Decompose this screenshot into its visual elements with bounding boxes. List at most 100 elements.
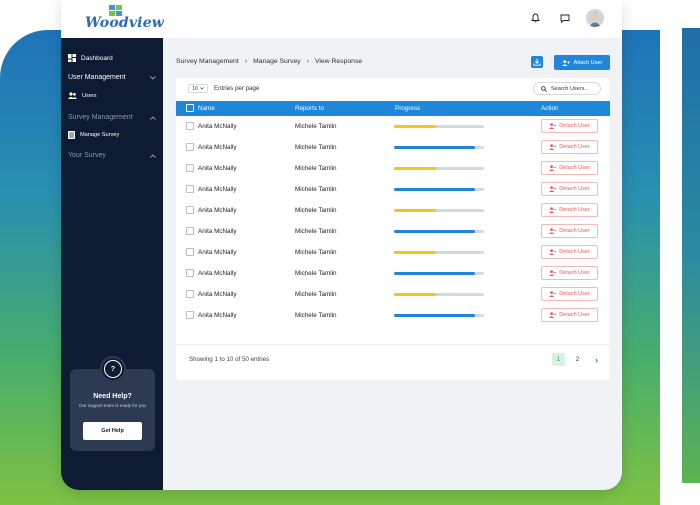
- progress-bar: [394, 167, 484, 170]
- header-progress[interactable]: Progress: [395, 105, 421, 112]
- attach-user-button[interactable]: Attach User: [554, 55, 610, 70]
- sidebar-item-label: Dashboard: [81, 54, 113, 62]
- detach-user-button[interactable]: Detach User: [541, 266, 598, 280]
- row-checkbox[interactable]: [186, 269, 194, 277]
- breadcrumb-separator-icon: ›: [306, 58, 310, 65]
- breadcrumb-separator-icon: ›: [244, 58, 248, 65]
- remove-user-icon: [549, 165, 557, 171]
- page-button-2[interactable]: 2: [575, 356, 580, 363]
- entries-value: 10: [192, 85, 198, 92]
- user-avatar[interactable]: [586, 9, 604, 27]
- remove-user-icon: [549, 207, 557, 213]
- cell-name: Anita McNally: [198, 228, 237, 235]
- progress-bar: [394, 125, 484, 128]
- detach-user-label: Detach User: [559, 186, 590, 192]
- table-row: Anita McNally Michele Tamlin Detach User: [176, 284, 610, 305]
- entries-label: Entries per page: [214, 85, 260, 92]
- detach-user-label: Detach User: [559, 123, 590, 129]
- progress-fill: [394, 272, 475, 275]
- cell-reports-to: Michele Tamlin: [295, 228, 337, 235]
- row-checkbox[interactable]: [186, 290, 194, 298]
- detach-user-button[interactable]: Detach User: [541, 224, 598, 238]
- breadcrumb-item[interactable]: Survey Management: [176, 58, 239, 65]
- search-input[interactable]: Search Users..: [533, 82, 601, 95]
- detach-user-button[interactable]: Detach User: [541, 203, 598, 217]
- download-button[interactable]: [531, 56, 543, 68]
- detach-user-button[interactable]: Detach User: [541, 287, 598, 301]
- page-button-1[interactable]: 1: [552, 353, 565, 366]
- table-row: Anita McNally Michele Tamlin Detach User: [176, 137, 610, 158]
- detach-user-label: Detach User: [559, 228, 590, 234]
- sidebar-section-survey-management[interactable]: Survey Management: [68, 114, 156, 121]
- remove-user-icon: [549, 291, 557, 297]
- next-page-icon[interactable]: ›: [595, 354, 598, 365]
- select-all-checkbox[interactable]: [186, 104, 194, 112]
- users-icon: [68, 92, 77, 99]
- table-row: Anita McNally Michele Tamlin Detach User: [176, 116, 610, 137]
- cell-name: Anita McNally: [198, 312, 237, 319]
- row-checkbox[interactable]: [186, 248, 194, 256]
- notification-bell-icon[interactable]: [526, 9, 544, 27]
- add-user-icon: [561, 59, 570, 66]
- sidebar-item-users[interactable]: Users: [68, 92, 97, 99]
- table-row: Anita McNally Michele Tamlin Detach User: [176, 305, 610, 326]
- table-row: Anita McNally Michele Tamlin Detach User: [176, 221, 610, 242]
- row-checkbox[interactable]: [186, 311, 194, 319]
- logo-mark-icon: [109, 5, 122, 16]
- chevron-up-icon: [150, 153, 156, 158]
- header-name[interactable]: Name: [198, 105, 215, 112]
- sidebar-item-manage-survey[interactable]: Manage Survey: [68, 131, 119, 139]
- sidebar-section-user-management[interactable]: User Management: [68, 74, 156, 81]
- row-checkbox[interactable]: [186, 143, 194, 151]
- detach-user-button[interactable]: Detach User: [541, 182, 598, 196]
- entries-select[interactable]: 10: [188, 84, 208, 93]
- detach-user-label: Detach User: [559, 144, 590, 150]
- progress-bar: [394, 230, 484, 233]
- detach-user-button[interactable]: Detach User: [541, 161, 598, 175]
- help-card: ? Need Help? Our support team is ready f…: [70, 356, 155, 451]
- row-checkbox[interactable]: [186, 206, 194, 214]
- detach-user-button[interactable]: Detach User: [541, 308, 598, 322]
- section-label: User Management: [68, 74, 126, 81]
- cell-name: Anita McNally: [198, 207, 237, 214]
- row-checkbox[interactable]: [186, 122, 194, 130]
- detach-user-label: Detach User: [559, 165, 590, 171]
- search-placeholder: Search Users..: [551, 85, 588, 92]
- breadcrumb-item-current: View Response: [315, 58, 363, 65]
- row-checkbox[interactable]: [186, 185, 194, 193]
- detach-user-button[interactable]: Detach User: [541, 140, 598, 154]
- progress-bar: [394, 188, 484, 191]
- row-checkbox[interactable]: [186, 227, 194, 235]
- app-window: Woodview Dashboard User Manage: [61, 0, 622, 490]
- progress-bar: [394, 314, 484, 317]
- search-icon: [541, 85, 547, 92]
- breadcrumb-item[interactable]: Manage Survey: [253, 58, 301, 65]
- message-icon[interactable]: [556, 9, 574, 27]
- app-logo[interactable]: Woodview: [85, 5, 164, 33]
- cell-reports-to: Michele Tamlin: [295, 165, 337, 172]
- table-header: Name Reports to Progress Action: [176, 101, 610, 116]
- get-help-button[interactable]: Get Help: [83, 422, 142, 440]
- chevron-down-icon: [150, 75, 156, 80]
- list-icon: [68, 131, 75, 139]
- users-table-card: 10 Entries per page Search Users.. Name …: [176, 78, 610, 380]
- background-stripe: [682, 28, 700, 483]
- sidebar-item-label: Manage Survey: [80, 132, 120, 138]
- sidebar-section-your-survey[interactable]: Your Survey: [68, 152, 156, 159]
- progress-fill: [394, 293, 437, 296]
- top-bar: Woodview: [61, 0, 622, 38]
- table-row: Anita McNally Michele Tamlin Detach User: [176, 200, 610, 221]
- table-row: Anita McNally Michele Tamlin Detach User: [176, 263, 610, 284]
- detach-user-button[interactable]: Detach User: [541, 119, 598, 133]
- header-reports-to[interactable]: Reports to: [295, 105, 325, 112]
- detach-user-button[interactable]: Detach User: [541, 245, 598, 259]
- remove-user-icon: [549, 312, 557, 318]
- progress-fill: [394, 146, 475, 149]
- cell-name: Anita McNally: [198, 144, 237, 151]
- sidebar-item-dashboard[interactable]: Dashboard: [68, 54, 113, 62]
- row-checkbox[interactable]: [186, 164, 194, 172]
- remove-user-icon: [549, 123, 557, 129]
- chevron-up-icon: [150, 115, 156, 120]
- sidebar-item-label: Users: [82, 92, 97, 99]
